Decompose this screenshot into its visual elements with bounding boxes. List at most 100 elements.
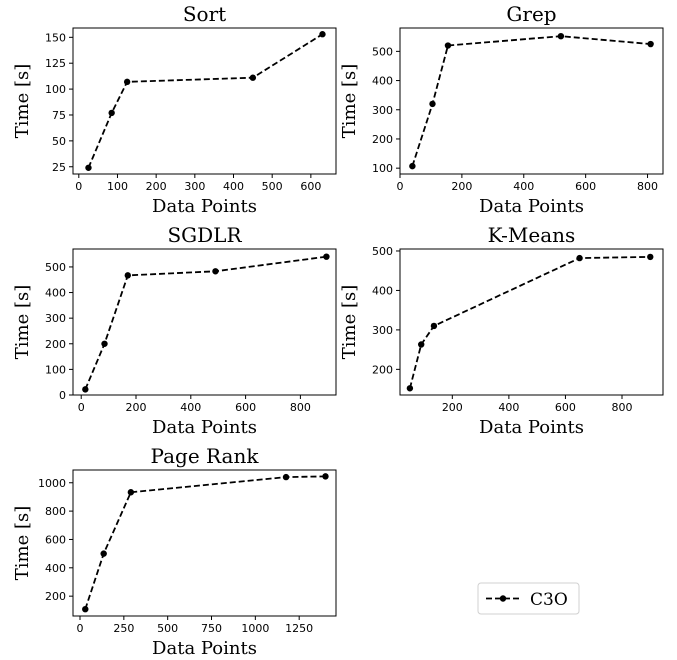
- data-point: [647, 253, 654, 261]
- data-point: [322, 473, 329, 480]
- subplot-sgdlr: SGDLR 0 200 400 600 800 0 100 200 300 400 500 Data P…: [12, 223, 337, 438]
- y-axis-label: Time [s]: [339, 285, 360, 360]
- x-tick-label: 800: [611, 401, 632, 414]
- x-tick-label: 600: [575, 180, 596, 193]
- series-line: [411, 35, 651, 167]
- axes-frame: [72, 248, 337, 396]
- y-tick-label: 150: [45, 31, 66, 44]
- y-axis-label: Time [s]: [12, 506, 33, 581]
- x-tick-label: 300: [184, 180, 205, 193]
- x-tick-label: 0: [75, 180, 82, 193]
- x-axis-label: Data Points: [479, 196, 584, 217]
- subplot-title: Grep: [506, 2, 556, 26]
- axes-frame: [399, 248, 664, 396]
- subplot-title: SGDLR: [167, 223, 242, 247]
- y-axis-label: Time [s]: [12, 64, 33, 139]
- x-tick-label: 400: [223, 180, 244, 193]
- y-tick-label: 200: [372, 363, 393, 376]
- x-axis-label: Data Points: [152, 196, 257, 217]
- data-point: [430, 322, 438, 330]
- data-point: [100, 550, 107, 557]
- legend-label: C3O: [530, 590, 568, 610]
- y-tick-label: 400: [372, 284, 393, 297]
- x-tick-label: 200: [146, 180, 167, 193]
- data-point: [127, 489, 135, 496]
- x-tick-label: 0: [78, 401, 85, 414]
- x-tick-label: 100: [107, 180, 128, 193]
- data-point: [212, 268, 219, 275]
- data-point: [108, 109, 115, 117]
- axes-frame: [399, 27, 664, 175]
- y-tick-label: 300: [372, 104, 393, 117]
- data-point: [557, 32, 565, 40]
- data-point: [576, 254, 583, 262]
- y-axis-label: Time [s]: [339, 64, 360, 139]
- y-tick-label: 500: [372, 245, 393, 258]
- series-line: [87, 33, 323, 169]
- y-tick-label: 200: [45, 590, 66, 603]
- x-tick-label: 400: [513, 180, 534, 193]
- series-line: [409, 255, 651, 389]
- subplot-k-means: K-Means 200 400 600 800 200 300 400 500 Data Poin…: [339, 223, 664, 438]
- data-point: [406, 385, 414, 392]
- data-point: [444, 42, 452, 49]
- x-tick-label: 200: [451, 180, 472, 193]
- data-point: [101, 340, 108, 347]
- data-point: [85, 164, 92, 171]
- x-tick-label: 1000: [241, 622, 269, 635]
- y-tick-label: 100: [45, 83, 66, 96]
- y-tick-label: 500: [45, 261, 66, 274]
- y-tick-label: 200: [45, 338, 66, 351]
- data-point: [319, 31, 326, 38]
- subplot-title: K-Means: [488, 223, 576, 247]
- x-tick-label: 0: [77, 622, 84, 635]
- y-tick-label: 50: [52, 135, 66, 148]
- y-tick-label: 100: [372, 162, 393, 175]
- axes-frame: [72, 27, 337, 175]
- data-point: [124, 272, 131, 279]
- x-tick-label: 0: [397, 180, 404, 193]
- series-line: [84, 255, 327, 390]
- legend-marker: [499, 595, 507, 602]
- y-tick-label: 400: [45, 562, 66, 575]
- subplot-sort: Sort 0 100 200 300 400 500 600 25 50 75 100 125 150 Da…: [12, 2, 337, 217]
- y-tick-label: 500: [372, 45, 393, 58]
- y-tick-label: 100: [45, 363, 66, 376]
- y-tick-label: 400: [372, 75, 393, 88]
- series-line: [84, 475, 326, 610]
- axes-frame: [72, 469, 337, 617]
- data-point: [82, 386, 89, 393]
- y-tick-label: 125: [45, 57, 66, 70]
- subplot-title: Page Rank: [151, 444, 260, 468]
- x-tick-label: 800: [290, 401, 311, 414]
- y-tick-label: 0: [59, 389, 66, 402]
- x-axis-label: Data Points: [479, 417, 584, 438]
- y-tick-label: 200: [372, 133, 393, 146]
- x-tick-label: 500: [157, 622, 178, 635]
- legend-frame: [477, 582, 580, 615]
- y-tick-label: 400: [45, 287, 66, 300]
- y-tick-label: 800: [45, 505, 66, 518]
- data-point: [123, 78, 131, 86]
- data-point: [323, 253, 330, 260]
- data-point: [409, 162, 416, 170]
- subplot-title: Sort: [183, 2, 226, 26]
- x-tick-label: 600: [235, 401, 256, 414]
- y-axis-label: Time [s]: [12, 285, 33, 360]
- x-tick-label: 800: [637, 180, 658, 193]
- x-tick-label: 400: [498, 401, 519, 414]
- data-point: [418, 341, 425, 348]
- y-tick-label: 600: [45, 533, 66, 546]
- x-tick-label: 600: [555, 401, 576, 414]
- y-tick-label: 25: [52, 161, 66, 174]
- data-point: [282, 473, 290, 481]
- y-tick-label: 300: [372, 324, 393, 337]
- subplot-page-rank: Page Rank 0 250 500 750 1000 1250 200 400 600 800 1…: [12, 444, 337, 659]
- x-tick-label: 250: [113, 622, 134, 635]
- legend: C3O: [477, 582, 580, 615]
- data-point: [249, 74, 257, 81]
- x-axis-label: Data Points: [152, 638, 257, 659]
- x-tick-label: 200: [442, 401, 463, 414]
- y-tick-label: 75: [52, 109, 66, 122]
- x-tick-label: 500: [262, 180, 283, 193]
